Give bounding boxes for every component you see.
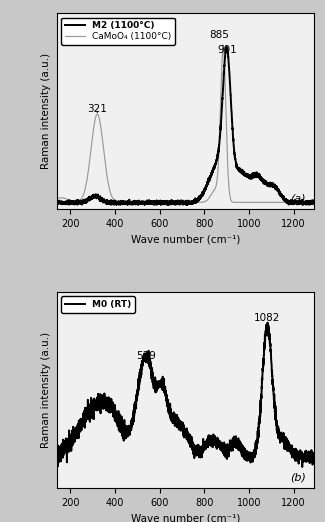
Legend: M0 (RT): M0 (RT): [61, 296, 135, 313]
M2 (1100°C): [164, 201, 168, 208]
CaMoO₄ (1100°C): [307, 199, 311, 206]
Y-axis label: Raman intensity (a.u.): Raman intensity (a.u.): [41, 332, 51, 448]
M2 (1100°C): [99, 197, 103, 204]
M0 (RT): [279, 434, 283, 441]
X-axis label: Wave number (cm⁻¹): Wave number (cm⁻¹): [131, 513, 240, 522]
Text: (a): (a): [290, 194, 306, 204]
M2 (1100°C): [84, 197, 88, 204]
M2 (1100°C): [279, 191, 283, 197]
CaMoO₄ (1100°C): [153, 199, 157, 206]
CaMoO₄ (1100°C): [164, 199, 168, 206]
CaMoO₄ (1100°C): [99, 128, 103, 134]
Text: 539: 539: [136, 351, 156, 361]
Text: 885: 885: [210, 30, 229, 46]
Text: (b): (b): [290, 472, 306, 482]
Line: CaMoO₄ (1100°C): CaMoO₄ (1100°C): [57, 48, 314, 203]
M2 (1100°C): [312, 200, 316, 206]
Text: 901: 901: [217, 45, 237, 55]
Text: 321: 321: [87, 103, 107, 114]
CaMoO₄ (1100°C): [55, 196, 59, 202]
M2 (1100°C): [55, 199, 59, 206]
CaMoO₄ (1100°C): [84, 181, 88, 187]
M0 (RT): [99, 399, 103, 405]
M0 (RT): [312, 459, 316, 465]
Line: M2 (1100°C): M2 (1100°C): [57, 47, 314, 205]
Line: M0 (RT): M0 (RT): [57, 323, 314, 467]
M2 (1100°C): [307, 199, 311, 206]
M0 (RT): [300, 464, 304, 470]
Text: 1082: 1082: [254, 313, 280, 329]
M0 (RT): [307, 457, 311, 464]
CaMoO₄ (1100°C): [279, 199, 283, 206]
M0 (RT): [266, 319, 269, 326]
M0 (RT): [164, 394, 168, 400]
M0 (RT): [55, 445, 59, 451]
M2 (1100°C): [224, 44, 228, 50]
CaMoO₄ (1100°C): [312, 199, 316, 206]
M0 (RT): [84, 416, 88, 422]
CaMoO₄ (1100°C): [152, 199, 156, 206]
X-axis label: Wave number (cm⁻¹): Wave number (cm⁻¹): [131, 234, 240, 245]
M2 (1100°C): [67, 201, 71, 208]
M0 (RT): [153, 385, 157, 391]
M2 (1100°C): [153, 199, 157, 205]
Legend: M2 (1100°C), CaMoO₄ (1100°C): M2 (1100°C), CaMoO₄ (1100°C): [61, 18, 175, 45]
Y-axis label: Raman intensity (a.u.): Raman intensity (a.u.): [41, 53, 51, 169]
CaMoO₄ (1100°C): [221, 44, 225, 51]
